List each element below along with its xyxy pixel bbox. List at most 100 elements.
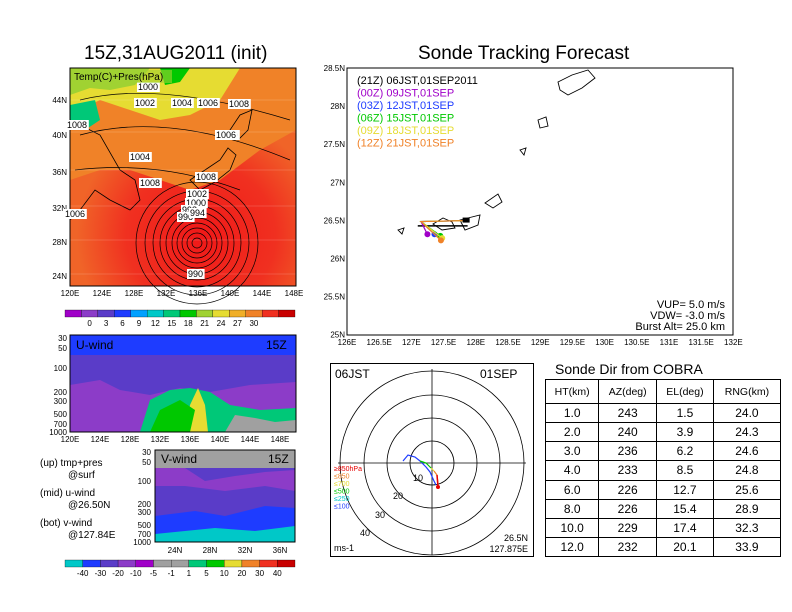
colorbar-tick-label: -10: [130, 569, 142, 578]
isobar-label: 1008: [140, 178, 160, 188]
table-cell: 3.0: [544, 441, 600, 462]
lon-tick-label: 131E: [660, 338, 679, 347]
table-row: 2.0 240 3.9 24.3: [544, 422, 782, 443]
track-line: [419, 219, 468, 241]
isobar-label: 1006: [198, 98, 218, 108]
lon-tick-label: 136E: [181, 435, 200, 444]
colorbar-swatch: [135, 559, 154, 568]
header-rng: RNG(km): [712, 379, 782, 404]
table-cell: 229: [598, 517, 657, 538]
lat-tick-label: 26N: [330, 255, 345, 264]
v-wind-time: 15Z: [268, 452, 289, 466]
colorbar-tick-label: -20: [112, 569, 124, 578]
lon-tick-label: 129E: [531, 338, 550, 347]
sonde-dir-table: HT(km) AZ(deg) EL(deg) RNG(km) 1.0 243 1.5…: [544, 379, 782, 558]
legend-entry: (21Z) 06JST,01SEP2011: [357, 75, 478, 87]
colorbar-tick-label: 6: [120, 319, 125, 328]
colorbar-swatch: [117, 559, 136, 568]
isobar-label: 1006: [216, 130, 236, 140]
pressure-tick-label: 300: [54, 397, 68, 406]
table-cell: 33.9: [712, 536, 782, 558]
table-cell: 32.3: [712, 517, 782, 538]
pressure-tick-label: 50: [58, 344, 67, 353]
pressure-tick-label: 500: [138, 521, 152, 530]
lon-tick-label: 140E: [221, 289, 240, 298]
table-cell: 233: [598, 460, 657, 481]
lon-tick-label: 140E: [211, 435, 230, 444]
colorbar-swatch: [245, 309, 263, 318]
colorbar-swatch: [130, 309, 148, 318]
colorbar-swatch: [114, 309, 131, 318]
table-cell: 232: [598, 536, 657, 558]
islands: [397, 69, 596, 235]
pressure-tick-label: 300: [138, 508, 152, 517]
lat-tick-label: 24N: [168, 546, 183, 555]
hodo-left-label: 06JST: [335, 367, 370, 381]
launch-param: VDW= -3.0 m/s: [650, 310, 725, 322]
table-cell: 8.0: [544, 498, 600, 519]
isobar-label: 1008: [229, 99, 249, 109]
colorbar-swatch: [259, 559, 278, 568]
colorbar-tick-label: 15: [167, 319, 176, 328]
table-cell: 1.5: [656, 402, 714, 424]
isobar-label: 1008: [196, 172, 216, 182]
surface-map-title: 15Z,31AUG2011 (init): [84, 43, 268, 64]
level-legend-entry: ≤250: [334, 496, 350, 503]
table-cell: 24.6: [712, 441, 782, 462]
colorbar-swatch: [179, 309, 197, 318]
ring-label-20: 20: [393, 491, 403, 501]
colorbar-tick-label: 5: [204, 569, 209, 578]
pressure-tick-label: 200: [54, 388, 68, 397]
isobar-label: 1000: [186, 198, 206, 208]
lon-tick-label: 124E: [91, 435, 110, 444]
table-cell: 2.0: [544, 422, 600, 443]
lon-tick-label: 127.5E: [431, 338, 456, 347]
table-cell: 20.1: [656, 536, 714, 558]
colorbar-swatch: [81, 309, 99, 318]
note-mid-line1: (mid) u-wind: [40, 488, 96, 499]
colorbar-swatch: [82, 559, 101, 568]
colorbar-tick-label: 3: [104, 319, 109, 328]
isobar-label: 1004: [172, 98, 192, 108]
lon-tick-label: 120E: [61, 435, 80, 444]
colorbar-tick-label: 9: [137, 319, 142, 328]
lon-tick-label: 128E: [466, 338, 485, 347]
table-cell: 243: [598, 402, 657, 424]
lat-tick-label: 27N: [330, 178, 345, 187]
table-row: 1.0 243 1.5 24.0: [544, 402, 782, 424]
isobar-label: 990: [188, 269, 203, 279]
table-cell: 8.5: [656, 460, 714, 481]
colorbar-swatch: [100, 559, 119, 568]
pressure-tick-label: 100: [54, 364, 68, 373]
lon-tick-label: 128.5E: [495, 338, 520, 347]
u-wind-label: U-wind: [76, 338, 113, 352]
table-cell: 10.0: [544, 517, 600, 538]
colorbar-tick-label: 18: [184, 319, 193, 328]
tracking-title: Sonde Tracking Forecast: [418, 43, 630, 64]
colorbar-tick-label: 40: [273, 569, 282, 578]
pressure-tick-label: 700: [138, 530, 152, 539]
hodo-lon: 127.875E: [489, 544, 528, 554]
lat-tick-label: 28N: [203, 546, 218, 555]
colorbar-swatch: [212, 309, 230, 318]
pressure-tick-label: 30: [142, 448, 151, 457]
level-legend-entry: ≤700: [334, 481, 350, 488]
colorbar-swatch: [229, 309, 246, 318]
hodo-lat: 26.5N: [504, 533, 528, 543]
colorbar-tick-label: -40: [77, 569, 89, 578]
launch-param: Burst Alt= 25.0 km: [635, 321, 725, 333]
lon-tick-label: 148E: [285, 289, 304, 298]
lon-tick-label: 132E: [151, 435, 170, 444]
level-legend-entry: ≥850hPa: [334, 466, 362, 473]
lon-tick-label: 128E: [121, 435, 140, 444]
lat-tick-label: 40N: [52, 131, 67, 140]
note-bot-line1: (bot) v-wind: [40, 518, 93, 529]
table-cell: 25.6: [712, 479, 782, 500]
colorbar-tick-label: 10: [220, 569, 229, 578]
note-up-line1: (up) tmp+pres: [40, 458, 103, 469]
colorbar-tick-label: 20: [237, 569, 246, 578]
lat-tick-label: 25N: [330, 331, 345, 340]
colorbar-swatch: [163, 309, 181, 318]
